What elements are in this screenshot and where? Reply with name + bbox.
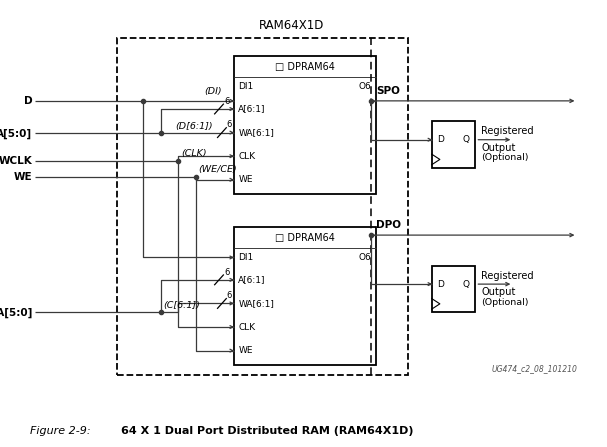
Text: CLK: CLK bbox=[238, 323, 256, 332]
Text: D: D bbox=[24, 96, 33, 106]
Text: Q: Q bbox=[463, 135, 470, 144]
Text: SPO: SPO bbox=[376, 86, 400, 96]
Text: (WE/CE): (WE/CE) bbox=[198, 165, 237, 174]
Text: WE: WE bbox=[14, 172, 33, 182]
Text: (D[6:1]): (D[6:1]) bbox=[175, 122, 213, 131]
Text: WA[6:1]: WA[6:1] bbox=[238, 128, 274, 137]
Text: 6: 6 bbox=[227, 291, 232, 300]
Text: O6: O6 bbox=[359, 253, 371, 262]
Text: 64 X 1 Dual Port Distributed RAM (RAM64X1D): 64 X 1 Dual Port Distributed RAM (RAM64X… bbox=[121, 426, 414, 436]
Text: 6: 6 bbox=[227, 120, 232, 129]
Text: CLK: CLK bbox=[238, 152, 256, 160]
Text: Figure 2-9:: Figure 2-9: bbox=[30, 426, 91, 436]
Text: Output: Output bbox=[481, 287, 515, 297]
Text: (C[6:1]): (C[6:1]) bbox=[164, 300, 200, 309]
Bar bbox=[432, 121, 475, 168]
Text: D: D bbox=[438, 135, 444, 144]
Text: D: D bbox=[438, 280, 444, 289]
Bar bbox=[234, 227, 376, 365]
Text: □ DPRAM64: □ DPRAM64 bbox=[275, 62, 335, 72]
Text: A[5:0]: A[5:0] bbox=[0, 128, 33, 139]
Text: A[6:1]: A[6:1] bbox=[238, 275, 266, 284]
Text: WCLK: WCLK bbox=[0, 156, 33, 166]
Text: DPO: DPO bbox=[376, 220, 401, 230]
Text: WE: WE bbox=[238, 175, 253, 184]
Text: 6: 6 bbox=[224, 268, 229, 277]
Text: (DI): (DI) bbox=[205, 87, 222, 96]
Text: DPRA[5:0]: DPRA[5:0] bbox=[0, 307, 33, 317]
Text: WA[6:1]: WA[6:1] bbox=[238, 299, 274, 308]
Text: (Optional): (Optional) bbox=[481, 153, 529, 162]
Text: WE: WE bbox=[238, 346, 253, 355]
Text: Registered: Registered bbox=[481, 127, 534, 136]
Text: Registered: Registered bbox=[481, 271, 534, 281]
Text: 6: 6 bbox=[224, 97, 229, 106]
Bar bbox=[234, 56, 376, 194]
Text: UG474_c2_08_101210: UG474_c2_08_101210 bbox=[492, 364, 577, 373]
Text: O6: O6 bbox=[359, 82, 371, 91]
Text: A[6:1]: A[6:1] bbox=[238, 105, 266, 114]
Bar bbox=[432, 266, 475, 312]
Bar bbox=[117, 38, 409, 375]
Text: □ DPRAM64: □ DPRAM64 bbox=[275, 232, 335, 243]
Text: (Optional): (Optional) bbox=[481, 298, 529, 307]
Text: (CLK): (CLK) bbox=[181, 149, 207, 158]
Text: Q: Q bbox=[463, 280, 470, 289]
Text: DI1: DI1 bbox=[238, 253, 254, 262]
Text: Output: Output bbox=[481, 143, 515, 153]
Text: DI1: DI1 bbox=[238, 82, 254, 91]
Text: RAM64X1D: RAM64X1D bbox=[259, 19, 325, 32]
